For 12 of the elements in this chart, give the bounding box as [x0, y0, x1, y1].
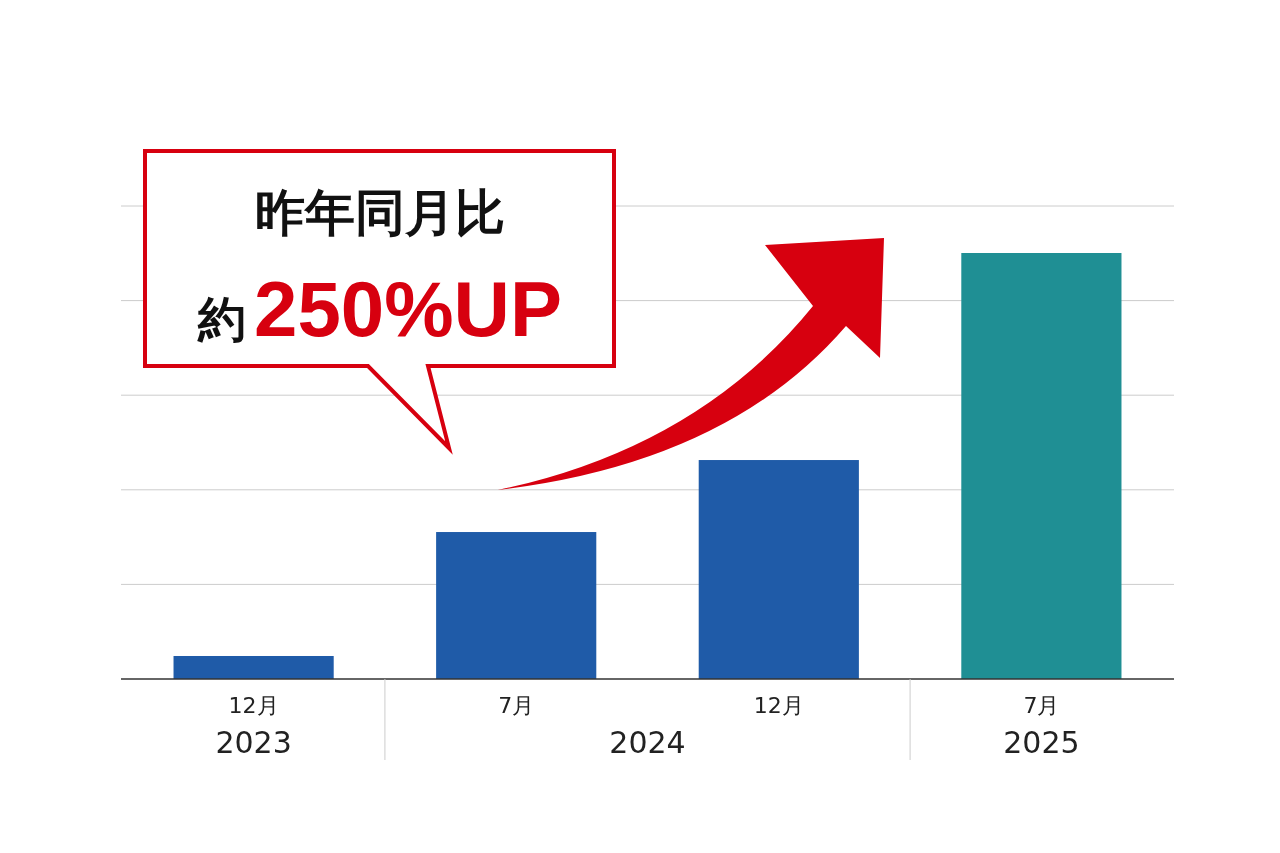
text: 2025	[1003, 725, 1080, 760]
annotation: 約250%UP	[197, 265, 562, 353]
x-tick-label: 7月	[1023, 693, 1060, 718]
text: 2023	[215, 725, 292, 760]
bar	[436, 532, 597, 679]
text: 昨年同月比	[255, 184, 505, 242]
x-tick-label: 7月	[498, 693, 535, 718]
bar	[961, 253, 1122, 679]
bar	[173, 656, 334, 679]
x-tick-label: 12月	[753, 693, 804, 718]
text: 2024	[609, 725, 686, 760]
x-tick-label: 12月	[228, 693, 279, 718]
